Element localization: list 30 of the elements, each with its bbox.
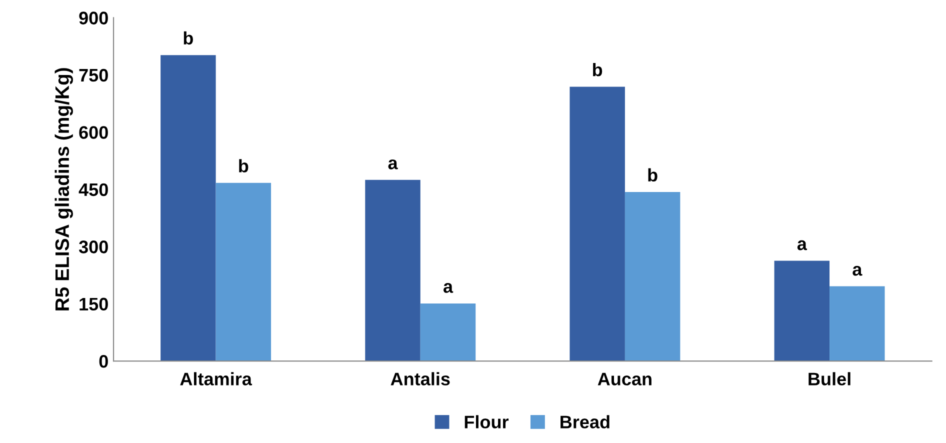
y-axis-title: R5 ELISA gliadins (mg/Kg) [54,68,73,310]
y-tick-label: 450 [78,183,108,196]
bar [365,180,420,362]
annotation: a [852,266,862,276]
bar [420,303,476,362]
bar [216,182,272,362]
annotation: a [388,159,398,170]
bar [624,192,680,362]
x-tick-label: Bulel [808,372,850,386]
x-tick-label: Altamira [180,372,252,386]
x-tick-label: Aucan [598,372,652,386]
y-tick-label: 150 [80,298,108,311]
legend-label: Flour [464,415,509,428]
annotation: b [648,168,658,182]
annotation: b [184,31,193,45]
bar [830,286,885,362]
x-tick-label: Antalis [390,372,450,386]
annotation: a [444,283,454,293]
annotation: b [593,62,602,76]
bar [570,86,625,362]
annotation: a [797,240,808,250]
annotation: b [239,159,248,172]
legend-label: Bread [560,415,610,428]
y-tick-label: 900 [79,12,108,24]
y-tick-label: 300 [78,240,108,254]
bar [160,55,216,362]
bar [774,260,830,362]
y-tick-label: 0 [99,354,108,368]
y-tick-label: 750 [79,68,108,82]
y-tick-label: 600 [79,126,108,139]
